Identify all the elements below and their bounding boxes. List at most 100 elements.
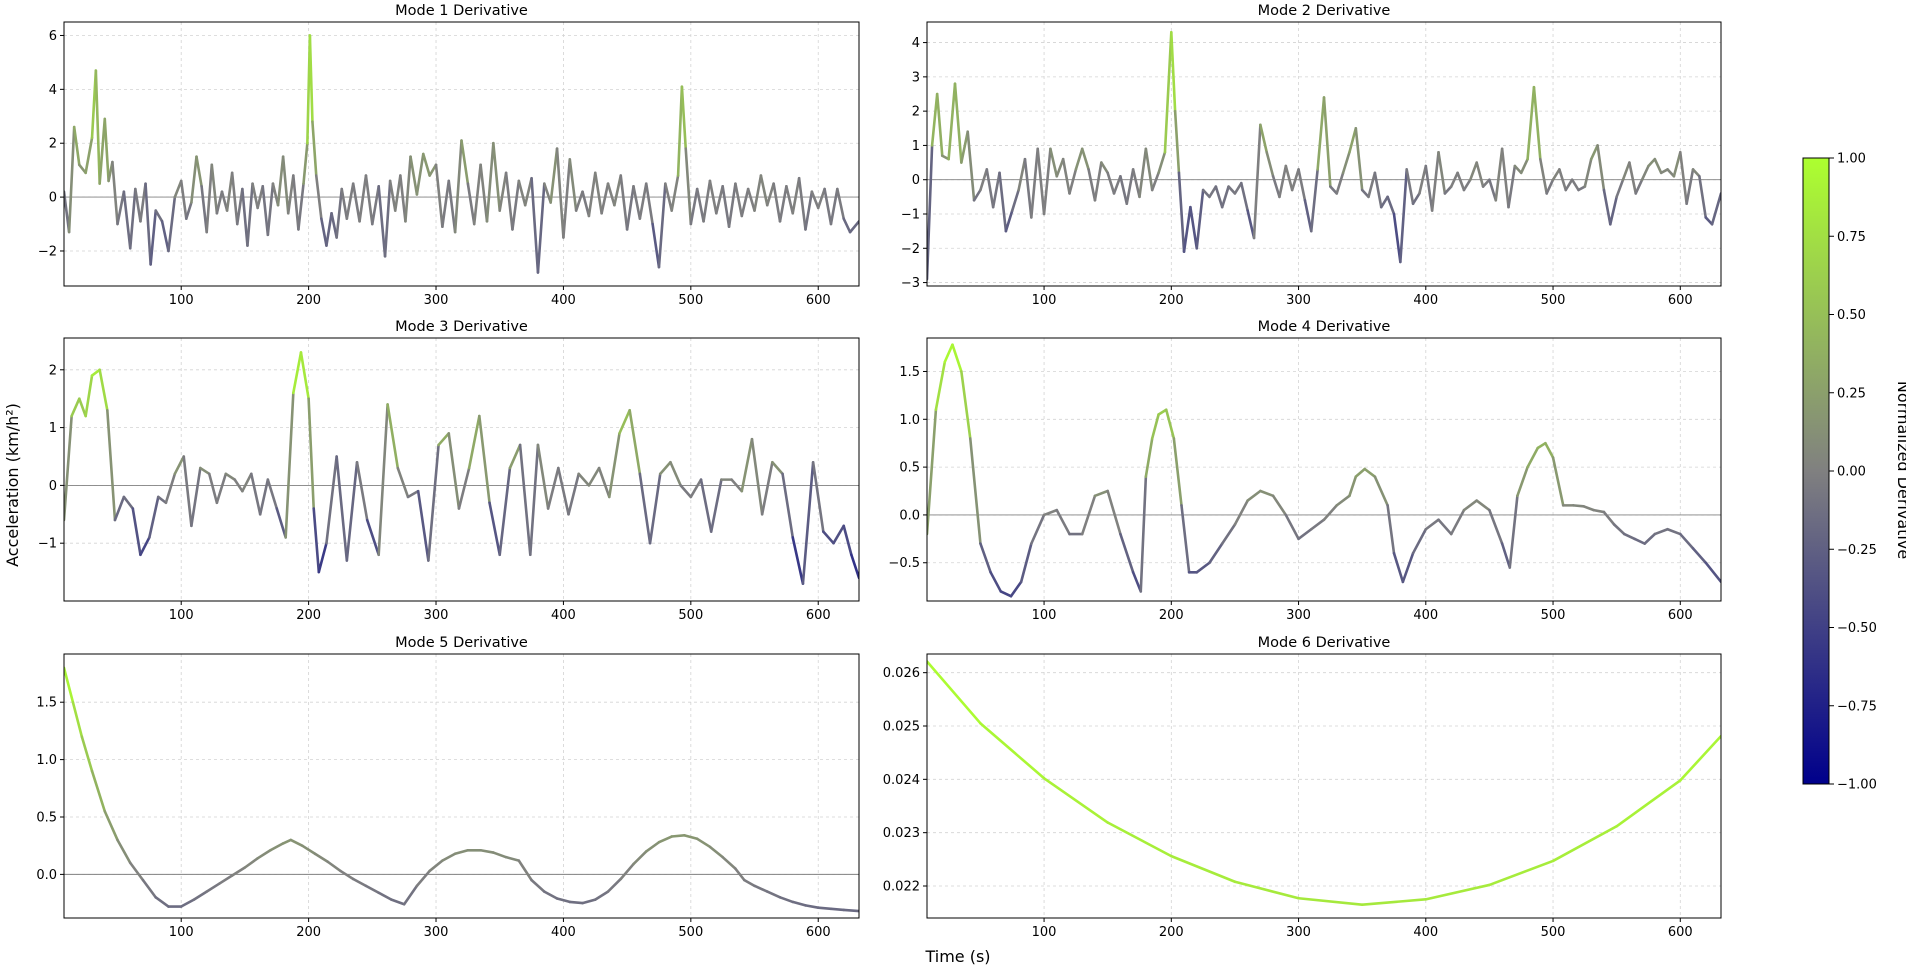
line-segment bbox=[1042, 147, 1052, 216]
x-tick-label: 400 bbox=[551, 293, 576, 308]
line-segment bbox=[676, 85, 684, 177]
line-segment bbox=[1049, 147, 1059, 178]
line-segment bbox=[1354, 467, 1367, 478]
line-segment bbox=[156, 495, 168, 505]
line-segment bbox=[680, 85, 688, 150]
line-segment bbox=[98, 117, 107, 185]
line-segment bbox=[607, 432, 621, 499]
line-segment bbox=[1379, 195, 1389, 209]
line-segment bbox=[313, 852, 330, 864]
line-segment bbox=[1545, 178, 1555, 195]
line-segment bbox=[358, 174, 368, 223]
line-segment bbox=[325, 455, 338, 545]
y-tick-label: 0.023 bbox=[883, 826, 920, 841]
line-segment bbox=[148, 495, 160, 539]
line-segment bbox=[1363, 467, 1377, 478]
figure-xlabel: Time (s) bbox=[924, 947, 990, 966]
line-segment bbox=[200, 185, 208, 234]
x-tick-label: 500 bbox=[1541, 608, 1566, 623]
line-segment bbox=[1602, 188, 1612, 226]
line-segment bbox=[345, 460, 359, 562]
x-tick-label: 300 bbox=[1286, 925, 1311, 940]
line-segment bbox=[266, 182, 275, 237]
line-segment bbox=[1475, 161, 1485, 188]
x-tick-label: 400 bbox=[551, 925, 576, 940]
y-tick-label: 0.022 bbox=[883, 880, 920, 895]
line-segment bbox=[173, 179, 183, 199]
line-segment bbox=[1608, 195, 1618, 226]
line-segment bbox=[427, 443, 440, 562]
axes-frame bbox=[63, 653, 860, 919]
colorbar-tick-label: 0.25 bbox=[1837, 386, 1866, 401]
line-segment bbox=[128, 187, 137, 250]
line-segment bbox=[709, 478, 723, 533]
line-segment bbox=[979, 542, 992, 574]
line-segment bbox=[816, 187, 826, 210]
line-segment bbox=[351, 182, 361, 223]
line-segment bbox=[286, 174, 295, 215]
line-segment bbox=[241, 472, 253, 493]
line-segment bbox=[1507, 164, 1517, 209]
line-segment bbox=[1284, 513, 1300, 541]
line-segment bbox=[1615, 779, 1682, 828]
line-segment bbox=[1539, 157, 1548, 195]
line-segment bbox=[504, 855, 521, 862]
x-tick-label: 600 bbox=[806, 925, 831, 940]
line-segment bbox=[199, 466, 211, 476]
x-tick-label: 600 bbox=[806, 293, 831, 308]
line-segment bbox=[292, 174, 300, 231]
line-segment bbox=[134, 187, 142, 223]
line-segment bbox=[549, 147, 559, 204]
line-segment bbox=[1093, 489, 1109, 498]
axes-frame bbox=[63, 21, 860, 287]
line-segment bbox=[1208, 542, 1224, 565]
figure-ylabel: Acceleration (km/h²) bbox=[3, 403, 22, 567]
y-tick-label: 0 bbox=[49, 479, 57, 494]
line-segment bbox=[478, 414, 491, 505]
y-tick-label: 0.0 bbox=[899, 508, 920, 523]
subplot-mode-3: Mode 3 Derivative 100 200 300 400 500 600 −1 0 1 2 bbox=[38, 319, 860, 623]
line-segment bbox=[517, 859, 533, 882]
line-segment bbox=[581, 898, 597, 905]
line-segment bbox=[467, 414, 481, 470]
line-segment bbox=[517, 179, 527, 207]
line-segment bbox=[1399, 168, 1409, 264]
line-segment bbox=[1536, 441, 1547, 450]
line-segment bbox=[1526, 446, 1540, 469]
line-segment bbox=[581, 190, 591, 218]
line-segment bbox=[1030, 147, 1040, 219]
line-segment bbox=[791, 900, 807, 907]
line-segment bbox=[1672, 150, 1682, 178]
line-segment bbox=[173, 455, 186, 476]
line-segment bbox=[235, 187, 244, 226]
line-segment bbox=[1322, 504, 1339, 522]
line-segment bbox=[205, 163, 214, 234]
line-segment bbox=[1643, 532, 1657, 545]
line-segment bbox=[1653, 527, 1669, 536]
y-tick-label: −3 bbox=[901, 276, 920, 291]
line-segment bbox=[355, 460, 369, 522]
line-segment bbox=[472, 163, 482, 226]
line-segment bbox=[943, 343, 954, 364]
line-segment bbox=[1666, 527, 1682, 536]
series-line bbox=[64, 666, 859, 913]
line-segment bbox=[326, 860, 342, 873]
line-segment bbox=[760, 460, 774, 516]
line-segment bbox=[415, 869, 431, 888]
line-segment bbox=[1138, 147, 1148, 199]
line-segment bbox=[1172, 437, 1183, 507]
line-segment bbox=[1100, 161, 1109, 175]
line-segment bbox=[207, 472, 219, 505]
line-segment bbox=[377, 185, 387, 258]
line-segment bbox=[404, 155, 412, 223]
line-segment bbox=[393, 174, 402, 212]
line-segment bbox=[377, 403, 389, 557]
line-segment bbox=[466, 182, 476, 226]
line-segment bbox=[1418, 164, 1428, 195]
line-segment bbox=[848, 220, 859, 234]
line-segment bbox=[479, 848, 495, 854]
line-segment bbox=[1042, 776, 1109, 824]
line-segment bbox=[658, 460, 672, 476]
x-tick-label: 300 bbox=[424, 608, 449, 623]
axes-frame bbox=[926, 337, 1722, 602]
